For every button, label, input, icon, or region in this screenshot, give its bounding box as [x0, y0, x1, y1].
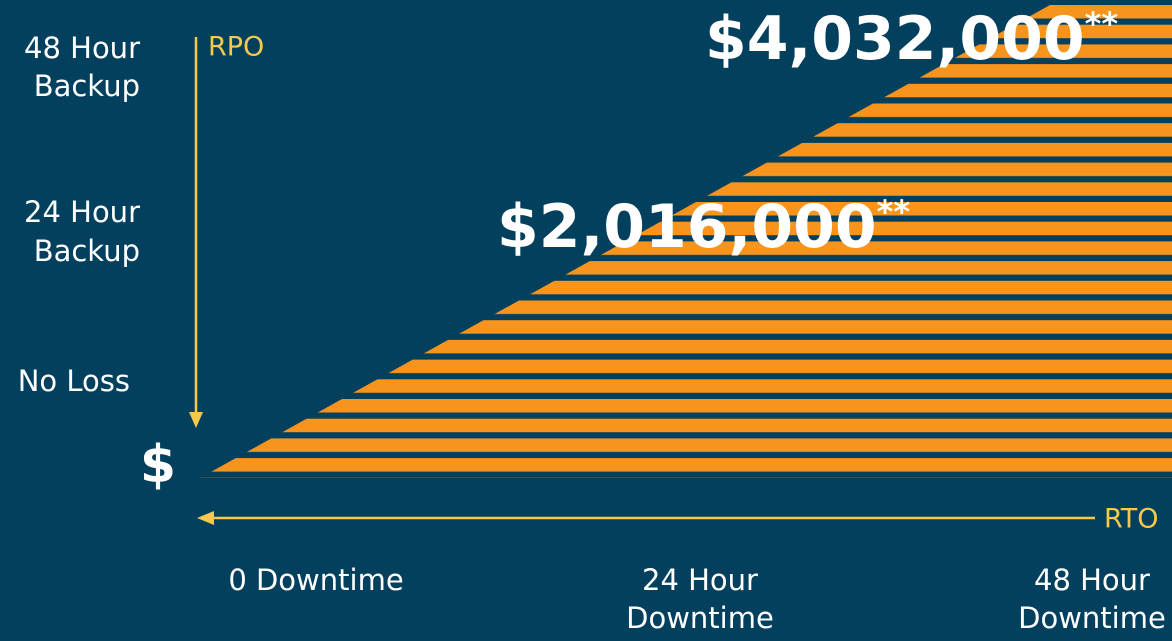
rpo-label: RPO [208, 32, 264, 63]
cost-value: $2,016,000** [497, 192, 910, 262]
rto-arrowhead [197, 511, 214, 525]
rto-level: 24 Hour Downtime [626, 563, 774, 635]
rpo-level: No Loss [18, 364, 130, 398]
rpo-level: 24 Hour Backup [24, 195, 140, 268]
origin-label: $ [140, 435, 176, 495]
rto-label: RTO [1104, 504, 1159, 535]
cost-value: $4,032,000** [705, 4, 1118, 74]
rto-level: 0 Downtime [228, 563, 403, 597]
rto-level: 48 Hour Downtime [1018, 563, 1166, 635]
rpo-level: 48 Hour Backup [24, 31, 140, 103]
cost-area [200, 5, 1172, 478]
rpo-arrowhead [189, 412, 203, 428]
